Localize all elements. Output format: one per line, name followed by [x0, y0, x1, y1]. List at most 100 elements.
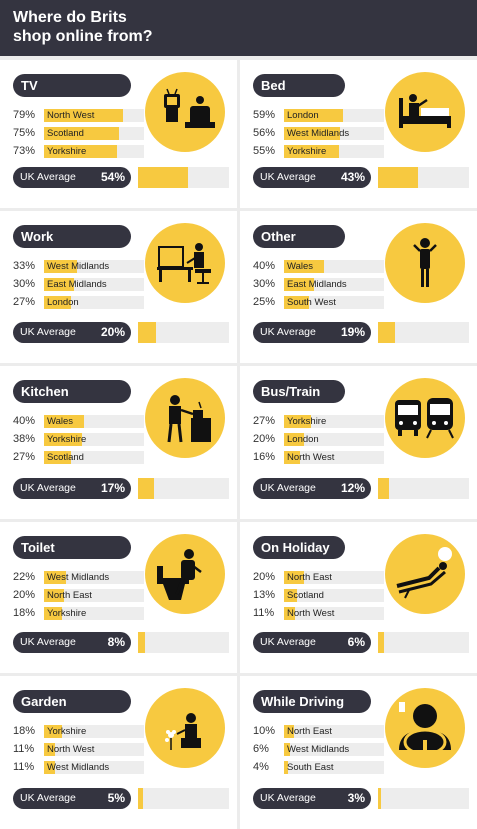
data-label: 11% — [13, 743, 35, 755]
average-bar-track — [138, 322, 229, 343]
category-label: North West — [287, 452, 335, 463]
bar — [44, 433, 82, 446]
data-label: 30% — [13, 278, 36, 290]
data-label: 38% — [13, 433, 36, 445]
bar-track: North East — [284, 725, 384, 738]
average-bar-track — [378, 478, 469, 499]
chart-card: Bus/Train 27% Yorkshire 20% London 16% North W… — [240, 366, 477, 519]
bar — [284, 571, 304, 584]
bar — [284, 127, 340, 140]
average-value: 6% — [347, 635, 365, 649]
bar — [284, 145, 339, 158]
icon-circle — [385, 223, 465, 303]
average-bar-track — [378, 322, 469, 343]
data-label: 22% — [13, 571, 36, 583]
chart-card: On Holiday 20% North East 13% Scotland 11% Nor… — [240, 522, 477, 673]
average-bar-track — [138, 788, 229, 809]
bar — [284, 761, 288, 774]
bar — [44, 415, 84, 428]
chart-title: TV — [13, 74, 131, 97]
average-bar — [378, 632, 384, 653]
average-label: UK Average — [20, 636, 76, 648]
bar-track: Scotland — [44, 451, 144, 464]
data-label: 4% — [253, 761, 269, 773]
uk-average-badge: UK Average 8% — [13, 632, 131, 653]
data-label: 56% — [253, 127, 276, 139]
data-label: 79% — [13, 109, 36, 121]
uk-average-badge: UK Average 54% — [13, 167, 131, 188]
category-label: North East — [287, 726, 332, 737]
average-value: 5% — [107, 791, 125, 805]
bar-track: Yorkshire — [44, 607, 144, 620]
average-bar — [378, 167, 418, 188]
average-label: UK Average — [20, 482, 76, 494]
category-label: North East — [47, 590, 92, 601]
chart-card: Other 40% Wales 30% East Midlands 25% South We… — [240, 211, 477, 363]
page-title: Where do Brits shop online from? — [13, 9, 153, 45]
average-bar-track — [138, 167, 229, 188]
bar-track: London — [284, 109, 384, 122]
bar-track: Scotland — [44, 127, 144, 140]
average-label: UK Average — [260, 482, 316, 494]
data-label: 11% — [13, 761, 35, 773]
bar — [44, 571, 66, 584]
chart-card: Garden 18% Yorkshire 11% North West 11% West M… — [0, 676, 237, 829]
chart-card: Kitchen 40% Wales 38% Yorkshire 27% Scotland UK… — [0, 366, 237, 519]
category-label: South West — [287, 297, 336, 308]
chart-title: Bus/Train — [253, 380, 345, 403]
average-bar — [378, 788, 381, 809]
bar-track: Yorkshire — [284, 415, 384, 428]
data-label: 40% — [13, 415, 36, 427]
average-bar — [138, 788, 143, 809]
bar — [44, 127, 119, 140]
uk-average-badge: UK Average 6% — [253, 632, 371, 653]
category-label: Yorkshire — [287, 146, 327, 157]
bar-track: North West — [284, 607, 384, 620]
category-label: North West — [47, 744, 95, 755]
category-label: Yorkshire — [287, 416, 327, 427]
average-value: 12% — [340, 481, 365, 495]
data-label: 18% — [13, 607, 36, 619]
bar-track: Wales — [284, 260, 384, 273]
uk-average-badge: UK Average 43% — [253, 167, 371, 188]
bar-track: North West — [44, 743, 144, 756]
bar-track: Yorkshire — [44, 725, 144, 738]
bar-track: Scotland — [284, 589, 384, 602]
chart-title: Work — [13, 225, 131, 248]
icon-circle — [385, 534, 465, 614]
bar — [284, 607, 295, 620]
bar — [44, 743, 55, 756]
bar-track: Wales — [44, 415, 144, 428]
average-bar-track — [138, 478, 229, 499]
bar — [44, 296, 71, 309]
data-label: 27% — [253, 415, 276, 427]
bar — [44, 761, 55, 774]
data-label: 25% — [253, 296, 276, 308]
data-label: 59% — [253, 109, 276, 121]
average-label: UK Average — [260, 636, 316, 648]
bar — [284, 260, 324, 273]
average-bar — [378, 478, 389, 499]
bar-track: South East — [284, 761, 384, 774]
average-label: UK Average — [260, 326, 316, 338]
data-label: 27% — [13, 451, 36, 463]
data-label: 18% — [13, 725, 36, 737]
icon-circle — [145, 534, 225, 614]
data-label: 13% — [253, 589, 276, 601]
average-bar — [378, 322, 395, 343]
bar — [284, 725, 294, 738]
average-value: 17% — [100, 481, 125, 495]
average-value: 8% — [107, 635, 125, 649]
chart-title: Kitchen — [13, 380, 131, 403]
page-header: Where do Brits shop online from? — [0, 0, 477, 56]
category-label: East Midlands — [287, 279, 347, 290]
chart-card: Toilet 22% West Midlands 20% North East 18% Yo… — [0, 522, 237, 673]
uk-average-badge: UK Average 20% — [13, 322, 131, 343]
data-label: 33% — [13, 260, 36, 272]
data-label: 75% — [13, 127, 36, 139]
data-label: 20% — [253, 433, 276, 445]
category-label: South East — [287, 762, 334, 773]
average-value: 20% — [100, 325, 125, 339]
chart-title: Other — [253, 225, 345, 248]
data-label: 10% — [253, 725, 276, 737]
